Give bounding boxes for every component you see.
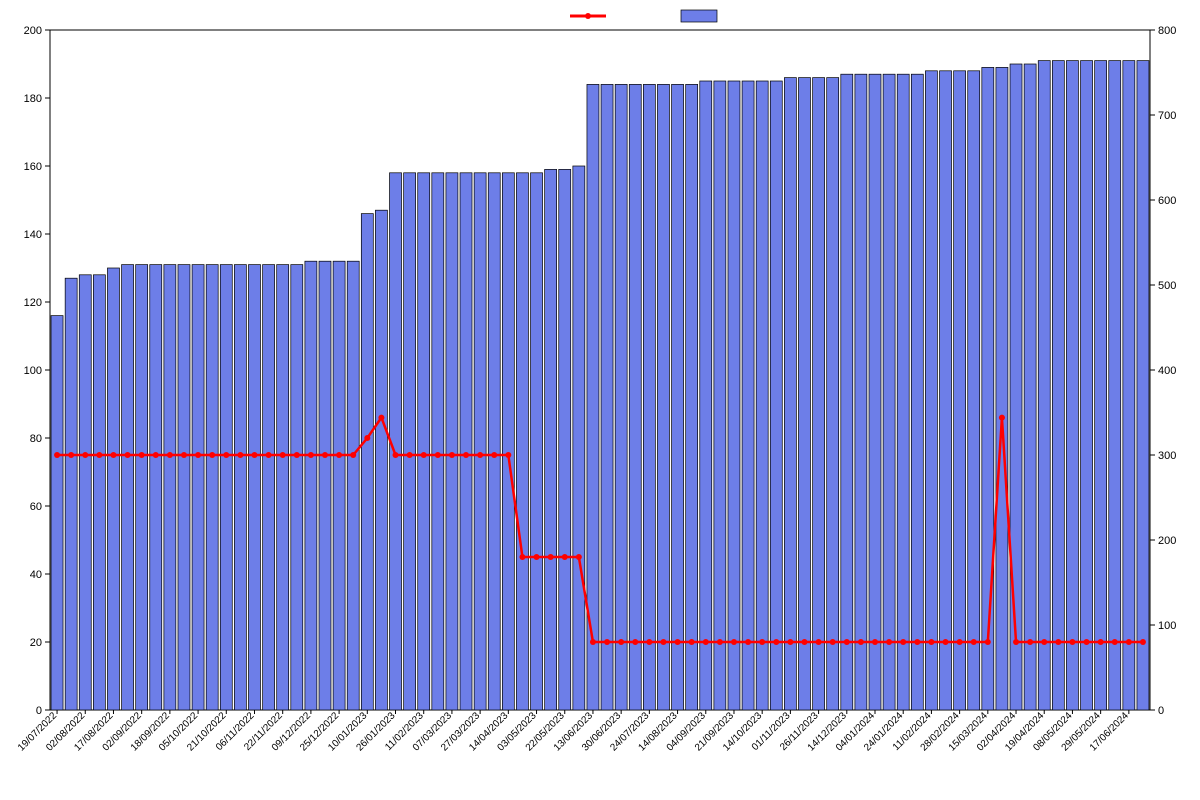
bars-group xyxy=(51,61,1149,710)
right-axis-tick-label: 300 xyxy=(1158,450,1176,462)
left-axis-tick-label: 160 xyxy=(24,161,42,173)
right-axis-tick-label: 0 xyxy=(1158,705,1164,717)
dual-axis-chart: 0 20 40 60 80 100 120 140 160 180 200 0 100 200 300 400… xyxy=(0,0,1200,800)
left-axis-tick-label: 120 xyxy=(24,297,42,309)
right-axis-tick-label: 400 xyxy=(1158,365,1176,377)
left-axis-tick-label: 80 xyxy=(30,433,42,445)
right-axis-tick-label: 100 xyxy=(1158,620,1176,632)
chart-svg: 0 20 40 60 80 100 120 140 160 180 200 0 100 200 300 400… xyxy=(0,0,1200,800)
left-axis-tick-label: 40 xyxy=(30,569,42,581)
left-axis-tick-label: 20 xyxy=(30,637,42,649)
right-axis-tick-label: 500 xyxy=(1158,280,1176,292)
left-axis-tick-label: 0 xyxy=(36,705,42,717)
left-axis-tick-label: 180 xyxy=(24,93,42,105)
left-axis-tick-label: 60 xyxy=(30,501,42,513)
right-axis-tick-label: 200 xyxy=(1158,535,1176,547)
right-axis-tick-label: 600 xyxy=(1158,195,1176,207)
right-axis-tick-label: 800 xyxy=(1158,25,1176,37)
left-axis-tick-label: 140 xyxy=(24,229,42,241)
left-axis-tick-label: 200 xyxy=(24,25,42,37)
right-axis-tick-label: 700 xyxy=(1158,110,1176,122)
legend xyxy=(570,10,717,22)
left-axis-tick-label: 100 xyxy=(24,365,42,377)
